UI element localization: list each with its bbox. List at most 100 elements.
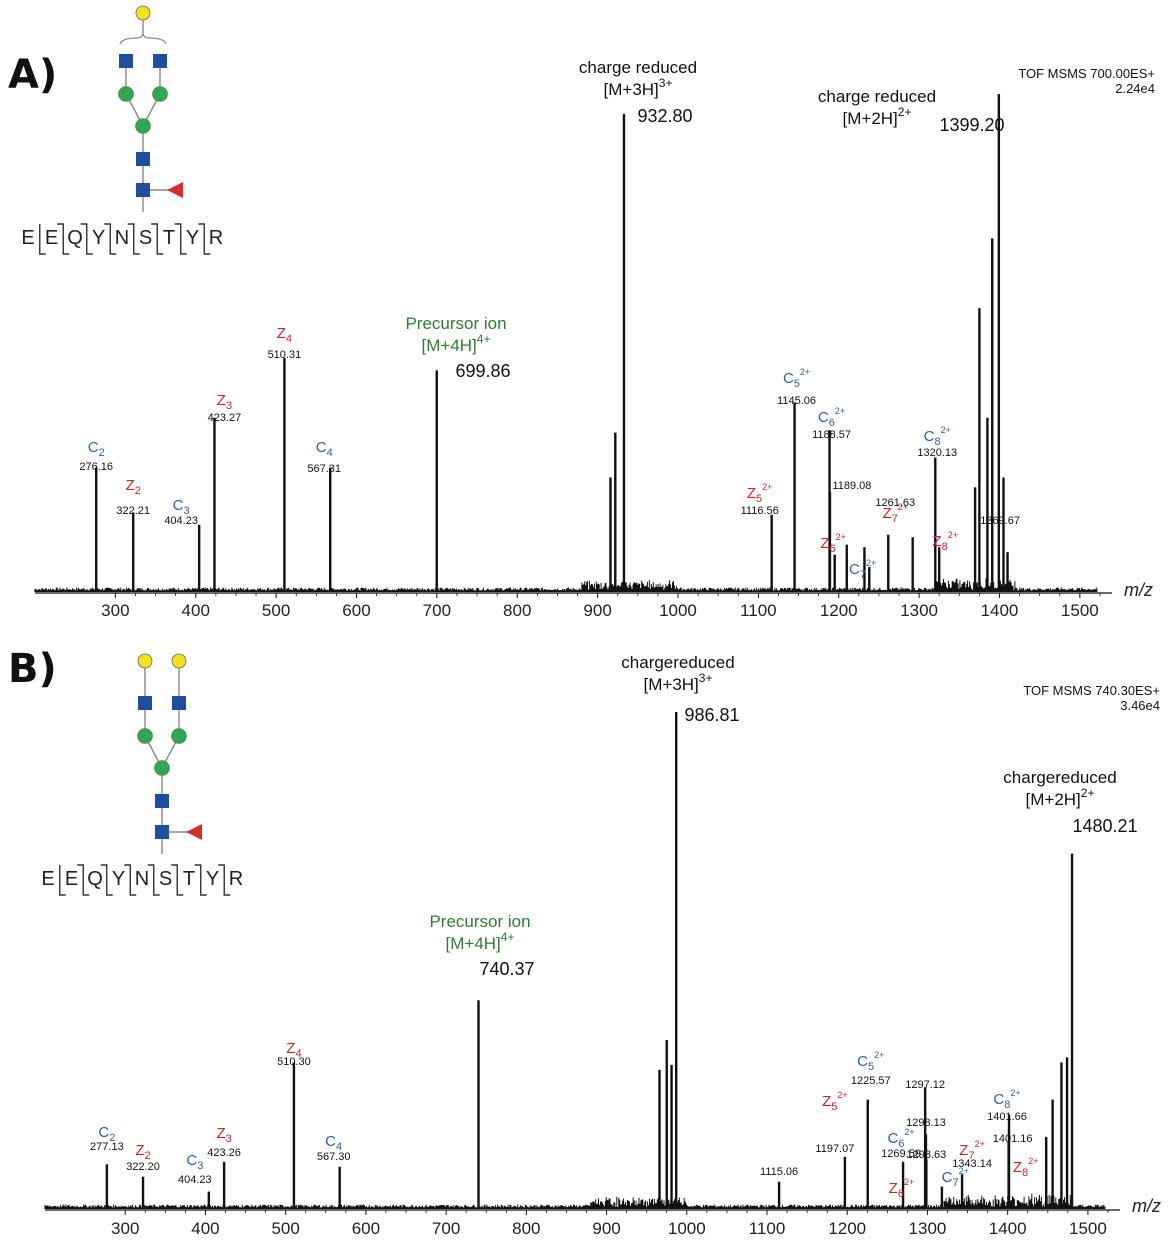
x-axis-label: m/z <box>1132 1196 1161 1216</box>
glcnac-icon <box>172 696 186 710</box>
fragment-mz-label: 510.30 <box>277 1056 311 1068</box>
sequence-residue: Y <box>186 227 199 249</box>
ion-species-label: [M+2H]2+ <box>843 105 912 128</box>
mannose-icon <box>171 728 187 744</box>
x-tick-label: 1000 <box>659 601 697 620</box>
sequence-residue: R <box>209 227 223 249</box>
fragment-mz-label: 1343.14 <box>952 1158 992 1170</box>
glcnac-icon <box>119 54 133 68</box>
fragment-mz-label: 1115.06 <box>760 1166 798 1178</box>
charge-reduced-label: charge reduced <box>818 87 936 106</box>
fragment-mz-label: 1298.63 <box>906 1149 946 1161</box>
z-ion-label: Z82+ <box>932 530 958 553</box>
c-ion-label: C82+ <box>993 1088 1020 1111</box>
sequence-residue: Q <box>87 868 103 890</box>
fragment-mz-label: 1145.06 <box>777 395 816 407</box>
c-ion-label: C72+ <box>942 1166 969 1189</box>
fucose-icon <box>167 182 183 198</box>
ion-species-label: [M+4H]4+ <box>446 930 515 953</box>
instrument-label: TOF MSMS 740.30ES+ <box>1023 683 1160 698</box>
ion-species-label: [M+2H]2+ <box>1026 786 1095 809</box>
z-ion-label: Z52+ <box>747 482 773 505</box>
glycan-structure <box>137 653 202 854</box>
ion-species-label: [M+3H]3+ <box>604 76 673 99</box>
x-tick-label: 1100 <box>749 1219 786 1238</box>
mannose-icon <box>118 86 134 102</box>
x-tick-label: 1200 <box>820 601 858 620</box>
x-tick-label: 800 <box>503 601 531 620</box>
charge-reduced-label: charge reduced <box>579 58 697 77</box>
sequence-residue: E <box>21 227 34 249</box>
fragmentation-brackets <box>59 864 231 896</box>
c-ion-label: C82+ <box>924 425 951 448</box>
fucose-icon <box>186 824 202 840</box>
spectrum-noise <box>34 578 1098 592</box>
c-ion-label: C3 <box>173 497 190 517</box>
x-tick-label: 500 <box>262 601 290 620</box>
peak-mz-label: 932.80 <box>637 106 692 126</box>
peak-mz-label: 986.81 <box>684 705 739 725</box>
mannose-icon <box>154 760 170 776</box>
x-tick-label: 700 <box>423 601 451 620</box>
glcnac-icon <box>153 54 167 68</box>
mannose-icon <box>137 728 153 744</box>
mannose-icon <box>135 118 151 134</box>
x-tick-label: 400 <box>191 1219 219 1238</box>
spectrum-panel-a: A) TOF MSMS 700.00ES+2.24e4 300 400 500 600 70… <box>8 5 1155 620</box>
peak-mz-label: 1480.21 <box>1072 816 1137 836</box>
intensity-label: 2.24e4 <box>1115 81 1155 96</box>
x-tick-label: 600 <box>352 1219 380 1238</box>
peak-mz-label: 740.37 <box>479 959 534 979</box>
x-tick-label: 300 <box>111 1219 139 1238</box>
z-ion-label: Z72+ <box>959 1139 985 1162</box>
x-tick-label: 900 <box>583 601 611 620</box>
c-ion-label: C62+ <box>887 1127 914 1150</box>
z-ion-label: Z82+ <box>1013 1156 1039 1179</box>
sequence-residue: E <box>65 868 78 890</box>
instrument-label: TOF MSMS 700.00ES+ <box>1018 66 1155 81</box>
sequence-residue: Y <box>206 868 219 890</box>
z-ion-label: Z4 <box>286 1040 301 1060</box>
fragment-mz-label: 1320.13 <box>917 447 957 459</box>
glcnac-icon <box>155 825 169 839</box>
fragment-mz-label: 423.27 <box>208 412 242 424</box>
glcnac-icon <box>136 183 150 197</box>
fragment-mz-label: 1269.59 <box>881 1148 921 1160</box>
x-axis-label: m/z <box>1124 580 1153 600</box>
spectrum-noise <box>44 1193 1106 1209</box>
peak-mz-label: 699.86 <box>455 361 510 381</box>
z-ion-label: Z72+ <box>882 502 908 525</box>
glycan-structure <box>118 5 183 212</box>
precursor-label: Precursor ion <box>429 912 530 931</box>
panel-label: A) <box>8 52 57 98</box>
x-tick-label: 1100 <box>740 601 777 620</box>
fragment-mz-label: 1225.57 <box>851 1075 891 1087</box>
fragment-mz-label: 1188.57 <box>812 429 851 441</box>
c-ion-label: C52+ <box>783 367 810 390</box>
z-ion-label: Z2 <box>135 1142 150 1162</box>
fragmentation-brackets <box>39 223 211 255</box>
c-ion-label: C52+ <box>857 1050 884 1073</box>
peak-mz-label: 1399.20 <box>939 115 1004 135</box>
x-tick-label: 1300 <box>909 1219 947 1238</box>
z-ion-label: Z3 <box>217 392 232 412</box>
x-tick-label: 1300 <box>900 601 938 620</box>
glycan-bracket <box>119 31 167 45</box>
fragment-mz-label: 276.16 <box>79 461 113 473</box>
sequence-residue: S <box>139 227 152 249</box>
glycosylated-residue: N <box>115 227 129 249</box>
fragment-mz-label: 567.31 <box>307 463 341 475</box>
x-tick-label: 1200 <box>828 1219 866 1238</box>
sequence-residue: Q <box>67 227 83 249</box>
sequence-residue: E <box>45 227 58 249</box>
fragment-mz-label: 1297.12 <box>905 1079 945 1091</box>
sequence-residue: R <box>229 868 243 890</box>
glcnac-icon <box>136 152 150 166</box>
fragment-mz-label: 1189.08 <box>832 480 871 492</box>
glcnac-icon <box>138 696 152 710</box>
x-tick-label: 900 <box>592 1219 620 1238</box>
glcnac-icon <box>155 794 169 808</box>
fragment-mz-label: 567.30 <box>317 1151 351 1163</box>
